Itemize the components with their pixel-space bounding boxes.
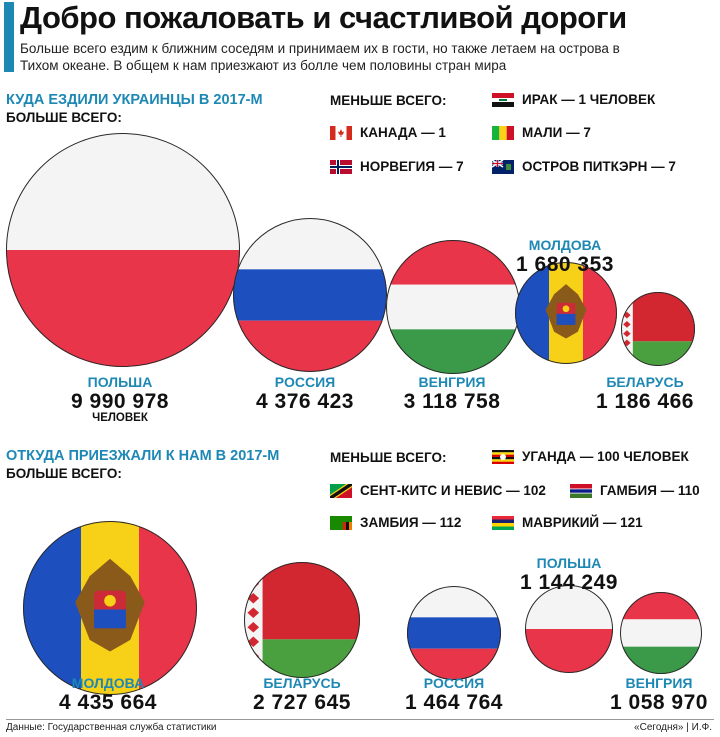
uganda-flag-icon	[492, 449, 514, 464]
value-label: 3 118 758	[403, 390, 501, 413]
least-item-label: УГАНДА — 100 ЧЕЛОВЕК	[522, 449, 689, 464]
country-label: ПОЛЬША	[87, 374, 153, 390]
least-item-pitcairn: ОСТРОВ ПИТКЭРН — 7	[492, 159, 676, 174]
title-accent-bar	[4, 2, 14, 72]
value-label: 2 727 645	[253, 691, 351, 714]
norway-flag-icon	[330, 159, 352, 174]
country-label: ВЕНГРИЯ	[418, 374, 486, 390]
country-label: МОЛДОВА	[71, 675, 145, 691]
least-item-label: НОРВЕГИЯ — 7	[360, 159, 464, 174]
mali-flag-icon	[492, 125, 514, 140]
footer-divider	[6, 719, 714, 720]
section-1-most-label: БОЛЬШЕ ВСЕГО:	[6, 110, 122, 125]
country-label: РОССИЯ	[274, 374, 336, 390]
value-label: 1 058 970	[610, 691, 708, 714]
value-label: 4 435 664	[59, 691, 157, 714]
gambia-flag-icon	[570, 483, 592, 498]
value-label: 9 990 978	[71, 390, 169, 413]
country-label: МОЛДОВА	[528, 237, 602, 253]
least-item-label: ОСТРОВ ПИТКЭРН — 7	[522, 159, 676, 174]
bubble-outline	[525, 585, 613, 673]
pitcairn-flag-icon	[492, 159, 514, 174]
page-subtitle: Больше всего ездим к ближним соседям и п…	[20, 41, 620, 73]
zambia-flag-icon	[330, 515, 352, 530]
bubble-outline	[23, 521, 197, 695]
section-2-most-label: БОЛЬШЕ ВСЕГО:	[6, 466, 122, 481]
country-label: БЕЛАРУСЬ	[606, 374, 684, 390]
least-item-canada: КАНАДА — 1	[330, 125, 446, 140]
bubble-poland	[6, 133, 240, 367]
page-title: Добро пожаловать и счастливой дороги	[20, 0, 627, 35]
iraq-flag-icon	[492, 92, 514, 107]
value-label: 1 464 764	[405, 691, 503, 714]
section-1-least-label: МЕНЬШЕ ВСЕГО:	[330, 93, 447, 108]
country-label: РОССИЯ	[423, 675, 485, 691]
least-item-saint-kitts: СЕНТ-КИТС И НЕВИС — 102	[330, 483, 546, 498]
bubble-moldova	[515, 262, 617, 364]
section-2-least-label: МЕНЬШЕ ВСЕГО:	[330, 450, 447, 465]
value-label: 1 144 249	[520, 571, 618, 594]
least-item-gambia: ГАМБИЯ — 110	[570, 483, 700, 498]
bubble-outline	[620, 592, 702, 674]
bubble-outline	[244, 562, 360, 678]
bubble-outline	[407, 586, 501, 680]
least-item-label: МАВРИКИЙ — 121	[522, 515, 643, 530]
least-item-zambia: ЗАМБИЯ — 112	[330, 515, 461, 530]
least-item-label: ИРАК — 1 ЧЕЛОВЕК	[522, 92, 656, 107]
least-item-label: КАНАДА — 1	[360, 125, 446, 140]
least-item-label: МАЛИ — 7	[522, 125, 591, 140]
country-label: БЕЛАРУСЬ	[263, 675, 341, 691]
source-note: Данные: Государственная служба статистик…	[6, 722, 217, 733]
bubble-outline	[233, 218, 387, 372]
value-label: 1 186 466	[596, 390, 694, 413]
section-1-heading: КУДА ЕЗДИЛИ УКРАИНЦЫ В 2017-М	[6, 92, 263, 108]
section-2-heading: ОТКУДА ПРИЕЗЖАЛИ К НАМ В 2017-М	[6, 448, 280, 464]
country-label: ПОЛЬША	[536, 555, 602, 571]
country-label: ВЕНГРИЯ	[625, 675, 693, 691]
least-item-norway: НОРВЕГИЯ — 7	[330, 159, 464, 174]
value-label: 1 680 353	[516, 253, 614, 276]
least-item-label: ГАМБИЯ — 110	[600, 483, 700, 498]
least-item-label: СЕНТ-КИТС И НЕВИС — 102	[360, 483, 546, 498]
least-item-label: ЗАМБИЯ — 112	[360, 515, 462, 530]
credit-note: «Сегодня» | И.Ф.	[634, 722, 712, 733]
least-item-uganda: УГАНДА — 100 ЧЕЛОВЕК	[492, 449, 689, 464]
bubble-outline	[621, 292, 695, 366]
least-item-mali: МАЛИ — 7	[492, 125, 591, 140]
saint-kitts-flag-icon	[330, 483, 352, 498]
least-item-iraq: ИРАК — 1 ЧЕЛОВЕК	[492, 92, 655, 107]
bubble-outline	[6, 133, 240, 367]
unit-label: ЧЕЛОВЕК	[92, 412, 148, 424]
bubble-hungary	[620, 592, 702, 674]
least-item-mauritius: МАВРИКИЙ — 121	[492, 515, 643, 530]
bubble-outline	[515, 262, 617, 364]
mauritius-flag-icon	[492, 515, 514, 530]
value-label: 4 376 423	[256, 390, 354, 413]
canada-flag-icon	[330, 125, 352, 140]
